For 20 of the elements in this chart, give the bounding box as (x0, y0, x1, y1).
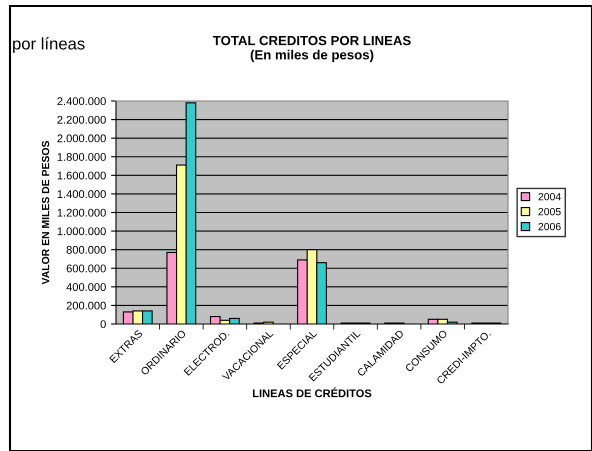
y-tick-label: 400.000 (66, 283, 106, 291)
y-tick-label: 0 (100, 320, 106, 328)
y-tick-label: 1.400.000 (58, 190, 106, 198)
y-tick-label: 600.000 (66, 264, 106, 272)
y-tick-label: 800.000 (66, 246, 106, 254)
chart-title: TOTAL CREDITOS POR LINEAS (En miles de pesos) (212, 36, 411, 62)
legend-label: 2005 (538, 208, 561, 216)
y-tick-label: 1.000.000 (58, 227, 106, 236)
legend-label: 2006 (538, 222, 561, 230)
y-tick-label: 1.200.000 (58, 208, 106, 217)
y-tick-label: 1.800.000 (58, 153, 106, 161)
x-axis-title: LINEAS DE CRÉDITOS (252, 387, 372, 398)
y-tick-label: 200.000 (66, 302, 106, 310)
y-axis-title: VALOR EN MILES DE PESOS (42, 140, 50, 284)
y-tick-label: 2.000.000 (57, 134, 106, 142)
y-tick-label: 2.200.000 (57, 116, 106, 124)
y-tick-label: 2.400.000 (57, 97, 106, 106)
text: por líneas (13, 37, 85, 53)
legend-label: 2004 (538, 192, 561, 200)
y-tick-label: 1.600.000 (58, 172, 106, 180)
